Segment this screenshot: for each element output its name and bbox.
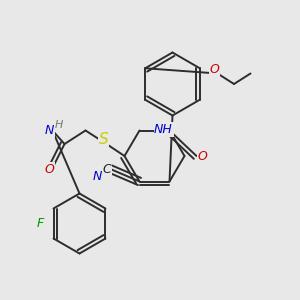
Text: S: S [99, 132, 108, 147]
Text: O: O [45, 163, 54, 176]
Text: C: C [102, 163, 111, 176]
Text: F: F [37, 217, 44, 230]
Text: N: N [45, 124, 54, 137]
Text: NH: NH [154, 123, 173, 136]
Text: O: O [210, 63, 219, 76]
Text: O: O [198, 149, 207, 163]
Text: N: N [93, 170, 102, 184]
Text: H: H [54, 119, 63, 130]
